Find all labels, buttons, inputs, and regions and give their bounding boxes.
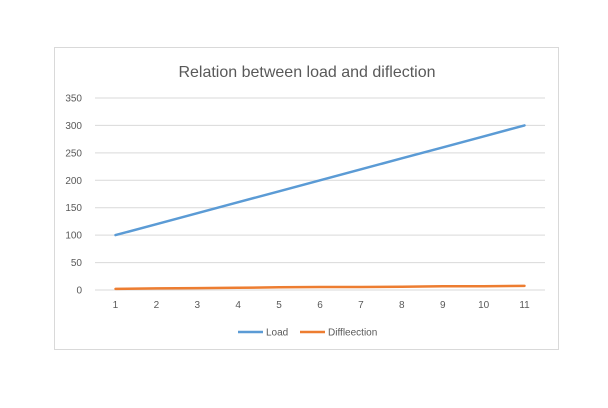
x-axis-ticks: 1 2 3 4 5 6 7 8 9 10 11 [113,300,530,311]
y-tick-label: 100 [65,231,82,242]
x-tick-label: 10 [478,300,490,311]
gridlines [95,97,545,291]
line-chart: Relation between load and diflection 050… [65,64,545,339]
y-tick-label: 200 [65,176,82,187]
x-tick-label: 2 [154,300,160,311]
series-line-0 [114,124,526,237]
x-tick-label: 8 [399,300,405,311]
x-tick-label: 5 [276,300,282,311]
x-tick-label: 7 [358,300,364,311]
legend-label-1: Diffleection [328,328,377,339]
legend: Load Diffleection [238,328,377,339]
x-tick-label: 3 [194,300,200,311]
y-tick-label: 0 [76,286,82,297]
y-tick-label: 50 [71,258,83,269]
series-line-1 [114,284,526,291]
x-tick-label: 4 [235,300,241,311]
y-tick-label: 300 [65,121,82,132]
x-tick-label: 9 [440,300,446,311]
chart-area: Relation between load and diflection 0 50… [54,47,559,350]
x-tick-label: 1 [113,300,119,311]
series-lines [114,124,526,291]
y-axis-ticks: 0 50 100 150 200 250 300 350 [65,94,82,297]
y-tick-label: 250 [65,148,82,159]
legend-label-0: Load [266,328,288,339]
y-tick-label: 350 [65,94,82,105]
x-tick-label: 11 [519,300,530,311]
x-tick-label: 6 [317,300,323,311]
y-tick-label: 150 [65,203,82,214]
chart-title: Relation between load and diflection [178,64,435,81]
